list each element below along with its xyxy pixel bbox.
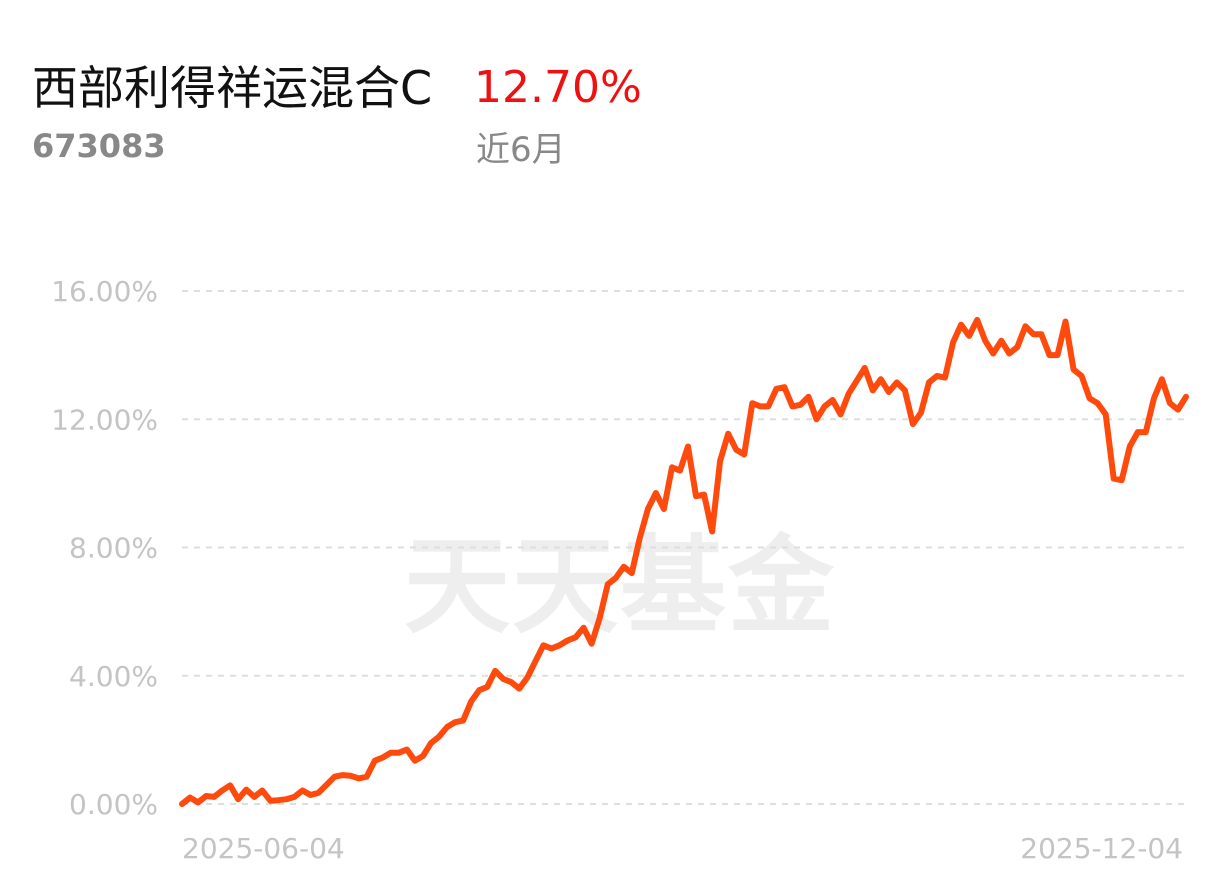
- period-label[interactable]: 近6月: [476, 130, 566, 170]
- series-line: [179, 316, 1189, 807]
- y-tick-label: 0.00%: [69, 788, 158, 821]
- y-tick-label: 16.00%: [51, 275, 158, 308]
- series-layer: [179, 316, 1189, 807]
- fund-code: 673083: [32, 127, 166, 165]
- grid-lines: [182, 290, 1186, 805]
- fund-name: 西部利得祥运混合C: [32, 61, 433, 115]
- y-axis-ticks: 0.00% 4.00% 8.00% 12.00% 16.00%: [51, 275, 158, 821]
- fund-return: 12.70%: [474, 62, 642, 113]
- y-tick-label: 8.00%: [69, 532, 158, 565]
- x-tick-label: 2025-12-04: [1020, 832, 1183, 865]
- y-tick-label: 12.00%: [51, 403, 158, 436]
- x-axis-ticks: 2025-06-04 2025-12-04: [182, 832, 1183, 865]
- x-tick-label: 2025-06-04: [182, 832, 345, 865]
- y-tick-label: 4.00%: [69, 660, 158, 693]
- watermark-logo: 天天基金: [404, 523, 836, 648]
